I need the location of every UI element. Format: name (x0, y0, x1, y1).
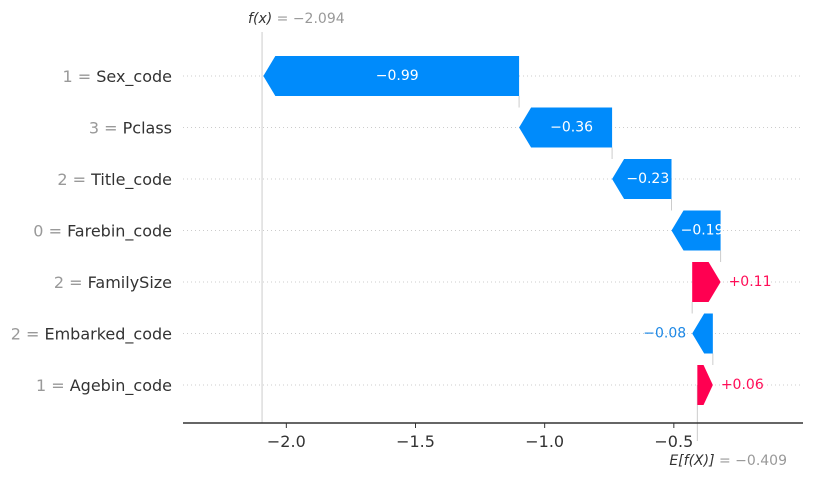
bar-value-label: −0.99 (376, 68, 419, 84)
x-tick-label: −2.0 (267, 432, 306, 451)
bar-agebin-code (697, 365, 713, 405)
feature-value: 1 (62, 67, 72, 86)
feature-value: 2 (11, 324, 21, 343)
fx-function: f(x) (248, 11, 272, 27)
x-axis: −2.0 −1.5 −1.0 −0.5 (183, 422, 803, 451)
bar-value-label: −0.23 (626, 171, 669, 187)
feature-equals: = (21, 324, 45, 343)
feature-label: 1 = Agebin_code (36, 376, 172, 396)
bar-embarked-code (692, 313, 713, 354)
feature-name: FamilySize (88, 273, 172, 292)
feature-equals: = (43, 221, 67, 240)
bar-value-label: −0.36 (550, 120, 593, 136)
feature-label: 0 = Farebin_code (33, 221, 172, 241)
bar-value-label: −0.08 (643, 326, 686, 342)
bar-value-label: +0.06 (721, 377, 764, 393)
feature-equals: = (64, 273, 88, 292)
feature-name: Pclass (123, 118, 172, 137)
feature-name: Title_code (90, 170, 172, 190)
feature-value: 2 (57, 170, 67, 189)
feature-name: Sex_code (96, 67, 172, 87)
feature-value: 1 (36, 376, 46, 395)
x-tick-label: −0.5 (654, 432, 693, 451)
feature-equals: = (99, 118, 123, 137)
feature-name: Farebin_code (67, 221, 172, 241)
feature-label: 2 = Embarked_code (11, 324, 172, 344)
ex-annotation: E[f(X)] = −0.409 (669, 453, 787, 469)
feature-labels: 1 = Sex_code 3 = Pclass 2 = Title_code 0 = … (11, 67, 172, 396)
feature-name: Agebin_code (70, 376, 172, 396)
feature-equals: = (68, 170, 92, 189)
bar-pclass (519, 107, 613, 148)
feature-equals: = (73, 67, 97, 86)
x-tick-label: −1.5 (396, 432, 435, 451)
ex-value: = −0.409 (715, 453, 787, 469)
x-tick-label: −1.0 (525, 432, 564, 451)
feature-equals: = (46, 376, 70, 395)
feature-name: Embarked_code (44, 324, 172, 344)
feature-label: 1 = Sex_code (62, 67, 172, 87)
annotations: f(x) = −2.094 E[f(X)] = −0.409 (248, 11, 787, 469)
feature-value: 3 (89, 118, 99, 137)
feature-label: 3 = Pclass (89, 118, 172, 137)
feature-value: 2 (54, 273, 64, 292)
ex-function: E[f(X)] (669, 453, 714, 469)
bar-title-code (612, 159, 672, 199)
bar-value-label: −0.19 (681, 223, 724, 239)
bar-value-label: +0.11 (729, 274, 772, 290)
feature-label: 2 = FamilySize (54, 273, 172, 292)
bar-familysize (692, 262, 721, 302)
bar-farebin-code (671, 210, 721, 251)
fx-annotation: f(x) = −2.094 (248, 11, 345, 27)
feature-value: 0 (33, 221, 43, 240)
bar-sex-code (263, 56, 520, 96)
fx-value: = −2.094 (272, 11, 345, 27)
reference-lines (261, 32, 722, 441)
feature-label: 2 = Title_code (57, 170, 172, 190)
bars-group: −0.99 −0.36 −0.23 −0.19 +0.11 −0.08 +0.06 (263, 56, 771, 405)
